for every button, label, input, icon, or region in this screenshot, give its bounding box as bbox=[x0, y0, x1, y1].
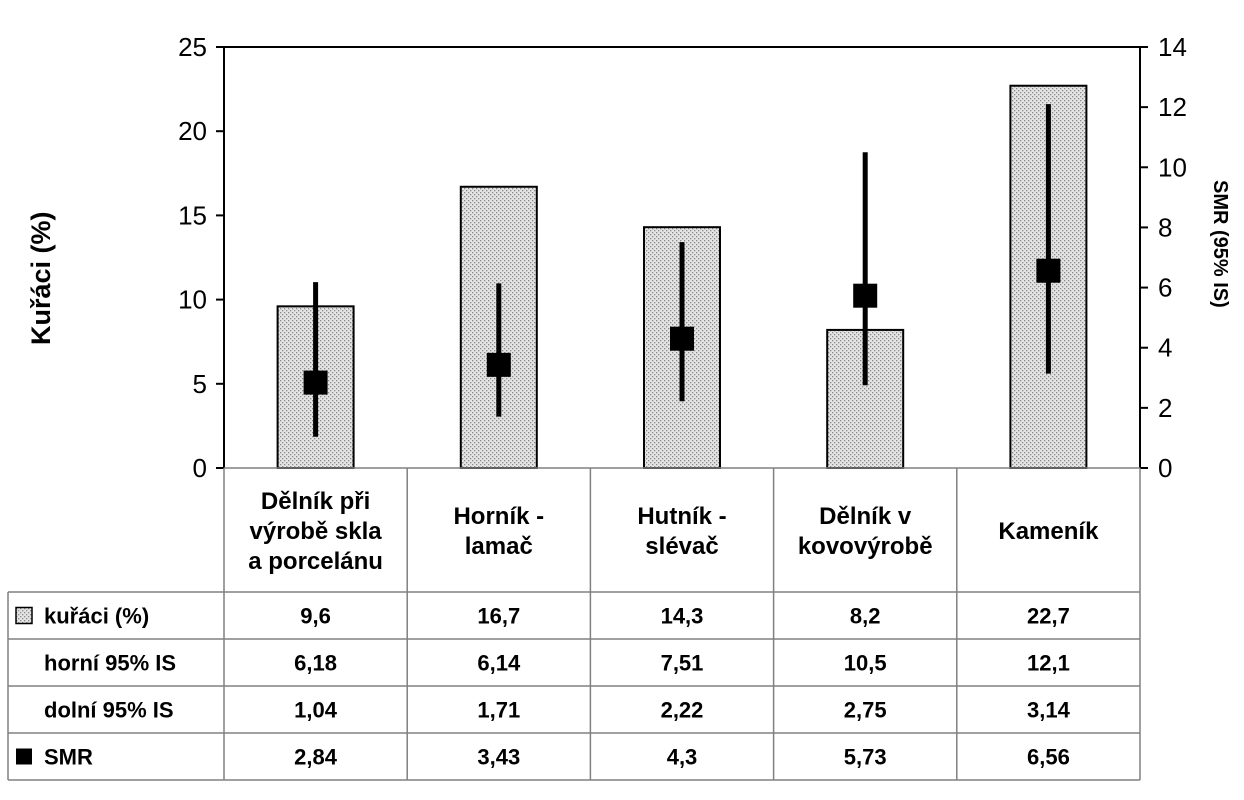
table-cell: 9,6 bbox=[300, 604, 331, 629]
table-cell: 6,56 bbox=[1027, 745, 1070, 770]
y-tick-label-right: 2 bbox=[1158, 393, 1172, 423]
table-cell: 2,75 bbox=[844, 698, 887, 723]
table-cell: 1,71 bbox=[477, 698, 520, 723]
category-label: Kameník bbox=[998, 518, 1099, 545]
category-label: Dělník při bbox=[261, 488, 370, 515]
table-cell: 10,5 bbox=[844, 651, 887, 676]
bar bbox=[826, 328, 905, 469]
smr-marker bbox=[853, 283, 878, 308]
legend-marker-smr bbox=[16, 748, 32, 765]
table-row-label: horní 95% IS bbox=[44, 651, 176, 676]
y-tick-label-left: 10 bbox=[178, 285, 207, 315]
table-cell: 6,18 bbox=[294, 651, 337, 676]
y-tick-label-left: 25 bbox=[178, 32, 207, 62]
category-label: výrobě skla bbox=[250, 518, 383, 545]
y-tick-label-right: 14 bbox=[1158, 32, 1187, 62]
category-label: a porcelánu bbox=[248, 548, 383, 575]
table-cell: 8,2 bbox=[850, 604, 881, 629]
y-axis-label-left: Kuřáci (%) bbox=[26, 211, 56, 345]
y-tick-label-right: 6 bbox=[1158, 273, 1172, 303]
y-tick-label-right: 0 bbox=[1158, 453, 1172, 483]
smr-marker bbox=[486, 352, 511, 377]
table-row-label: SMR bbox=[44, 745, 93, 770]
category-label: Dělník v bbox=[819, 503, 912, 530]
category-label: lamač bbox=[465, 533, 533, 560]
table-cell: 5,73 bbox=[844, 745, 887, 770]
category-label: slévač bbox=[645, 533, 718, 560]
table-cell: 4,3 bbox=[667, 745, 698, 770]
category-label: Horník - bbox=[453, 503, 544, 530]
table-cell: 12,1 bbox=[1027, 651, 1070, 676]
table-cell: 3,43 bbox=[477, 745, 520, 770]
y-tick-label-left: 15 bbox=[178, 200, 207, 230]
table-cell: 1,04 bbox=[294, 698, 338, 723]
table-cell: 14,3 bbox=[661, 604, 704, 629]
y-tick-label-left: 20 bbox=[178, 116, 207, 146]
y-tick-label-left: 0 bbox=[193, 453, 207, 483]
smr-marker bbox=[303, 370, 328, 395]
table-cell: 22,7 bbox=[1027, 604, 1070, 629]
table-cell: 16,7 bbox=[477, 604, 520, 629]
y-tick-label-right: 12 bbox=[1158, 92, 1187, 122]
table-cell: 6,14 bbox=[477, 651, 521, 676]
y-tick-label-left: 5 bbox=[193, 369, 207, 399]
y-tick-label-right: 8 bbox=[1158, 212, 1172, 242]
table-row-label: dolní 95% IS bbox=[44, 698, 174, 723]
table-row-label: kuřáci (%) bbox=[44, 604, 149, 629]
table-cell: 7,51 bbox=[661, 651, 704, 676]
y-axis-label-right: SMR (95% IS) bbox=[1209, 180, 1231, 308]
y-tick-label-right: 10 bbox=[1158, 152, 1187, 182]
y-tick-label-right: 4 bbox=[1158, 333, 1172, 363]
category-label: Hutník - bbox=[637, 503, 726, 530]
table-cell: 3,14 bbox=[1027, 698, 1071, 723]
table-cell: 2,84 bbox=[294, 745, 338, 770]
smr-marker bbox=[1036, 258, 1061, 283]
category-label: kovovýrobě bbox=[798, 533, 933, 560]
smr-marker bbox=[670, 326, 694, 351]
table-cell: 2,22 bbox=[661, 698, 704, 723]
legend-marker-bars bbox=[15, 606, 33, 625]
